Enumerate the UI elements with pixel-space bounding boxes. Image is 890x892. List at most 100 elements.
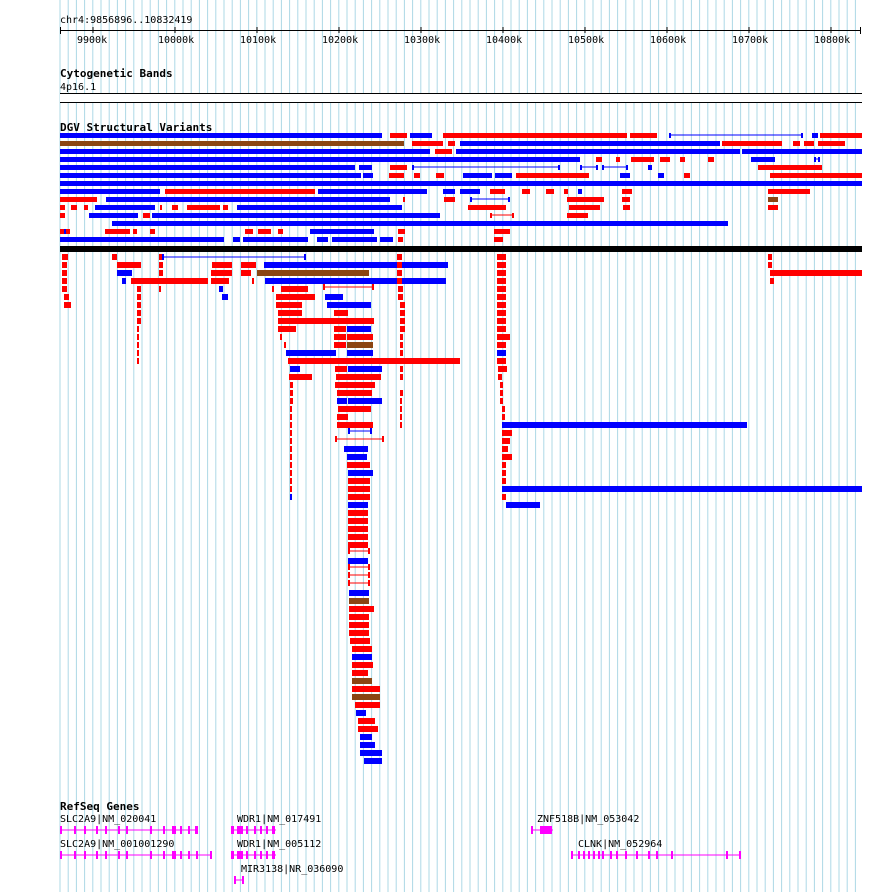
loss-variant xyxy=(558,165,560,170)
loss-variant xyxy=(290,366,300,372)
gain-variant xyxy=(284,342,286,348)
gene-exon xyxy=(105,826,107,834)
loss-variant xyxy=(669,133,671,138)
gain-variant xyxy=(278,310,302,316)
loss-variant xyxy=(463,173,492,178)
gain-variant xyxy=(347,334,373,340)
complex-variant xyxy=(768,197,778,202)
gain-variant xyxy=(497,294,506,300)
gene-exon xyxy=(180,851,182,859)
gain-variant xyxy=(818,141,845,146)
gene-exon xyxy=(246,826,248,834)
gain-variant xyxy=(348,478,370,484)
gene-label-slc2a9-2: SLC2A9|NM_001001290 xyxy=(60,839,175,850)
gain-variant xyxy=(348,548,350,554)
gene-exon xyxy=(105,851,107,859)
loss-variant xyxy=(814,157,816,162)
gain-variant xyxy=(159,254,163,260)
gene-exon xyxy=(625,851,627,859)
gain-variant xyxy=(337,390,372,396)
gain-variant xyxy=(494,229,510,234)
gain-variant xyxy=(60,213,65,218)
gain-variant xyxy=(389,173,404,178)
gain-variant xyxy=(348,564,350,570)
loss-variant xyxy=(348,470,373,476)
loss-variant xyxy=(347,454,367,460)
gene-exon xyxy=(726,851,728,859)
loss-variant xyxy=(290,494,292,500)
gain-variant xyxy=(159,270,163,276)
gene-exon xyxy=(246,851,248,859)
loss-variant xyxy=(506,502,540,508)
loss-variant xyxy=(162,254,164,260)
loss-variant xyxy=(60,189,160,194)
gain-variant xyxy=(290,422,292,428)
gene-exon xyxy=(126,851,128,859)
cytoband-track-title[interactable]: Cytogenetic Bands xyxy=(60,67,173,80)
gain-variant xyxy=(497,270,506,276)
gene-exon xyxy=(583,851,585,859)
gain-variant xyxy=(468,205,506,210)
gain-variant xyxy=(62,286,67,292)
gene-exon xyxy=(118,826,120,834)
gain-variant xyxy=(282,294,315,300)
cytoband-bar[interactable] xyxy=(60,93,862,103)
gain-variant xyxy=(352,662,373,668)
gain-variant xyxy=(334,342,346,348)
gain-variant xyxy=(334,310,348,316)
gene-exon xyxy=(739,851,741,859)
gene-exon xyxy=(210,851,212,859)
gain-variant xyxy=(159,262,163,268)
gene-exon xyxy=(242,876,244,884)
gene-exon xyxy=(598,851,600,859)
gain-variant xyxy=(497,310,506,316)
gain-variant xyxy=(368,564,370,570)
loss-variant xyxy=(60,157,580,162)
gene-exon xyxy=(272,826,275,834)
gain-variant xyxy=(622,197,630,202)
loss-variant xyxy=(95,205,155,210)
gene-exon xyxy=(531,826,533,834)
ruler-left-cap xyxy=(60,27,61,34)
gain-variant xyxy=(502,438,510,444)
gain-variant xyxy=(352,686,380,692)
gene-exon xyxy=(163,826,165,834)
gain-variant xyxy=(770,270,862,276)
gain-variant xyxy=(60,197,97,202)
loss-variant xyxy=(580,165,582,170)
gene-exon xyxy=(231,826,234,834)
gain-variant xyxy=(497,254,506,260)
gain-variant xyxy=(258,229,271,234)
loss-variant xyxy=(60,173,361,178)
gain-variant xyxy=(137,294,141,300)
loss-variant xyxy=(658,173,664,178)
gain-variant xyxy=(500,382,503,388)
gain-variant xyxy=(502,470,506,476)
tick-label: 10800k xyxy=(814,35,851,46)
refseq-track-title[interactable]: RefSeq Genes xyxy=(60,800,140,813)
gain-variant xyxy=(288,358,460,364)
gain-variant xyxy=(334,318,374,324)
loss-variant xyxy=(265,278,446,284)
loss-variant xyxy=(348,366,382,372)
loss-variant xyxy=(751,157,775,162)
gain-variant xyxy=(133,229,137,234)
loss-variant xyxy=(360,742,375,748)
dgv-track-title[interactable]: DGV Structural Variants xyxy=(60,121,213,134)
loss-variant xyxy=(502,486,862,492)
gain-variant xyxy=(302,294,315,300)
complex-variant xyxy=(349,598,369,604)
gain-variant xyxy=(223,205,228,210)
gain-variant xyxy=(348,510,368,516)
gain-variant xyxy=(159,286,161,292)
gene-exon xyxy=(172,826,176,834)
loss-variant xyxy=(502,422,747,428)
loss-variant xyxy=(304,254,306,260)
tick-label: 10400k xyxy=(486,35,523,46)
gain-variant xyxy=(290,406,292,412)
gene-exon xyxy=(266,826,268,834)
gain-variant xyxy=(137,326,139,332)
gain-variant xyxy=(622,189,632,194)
